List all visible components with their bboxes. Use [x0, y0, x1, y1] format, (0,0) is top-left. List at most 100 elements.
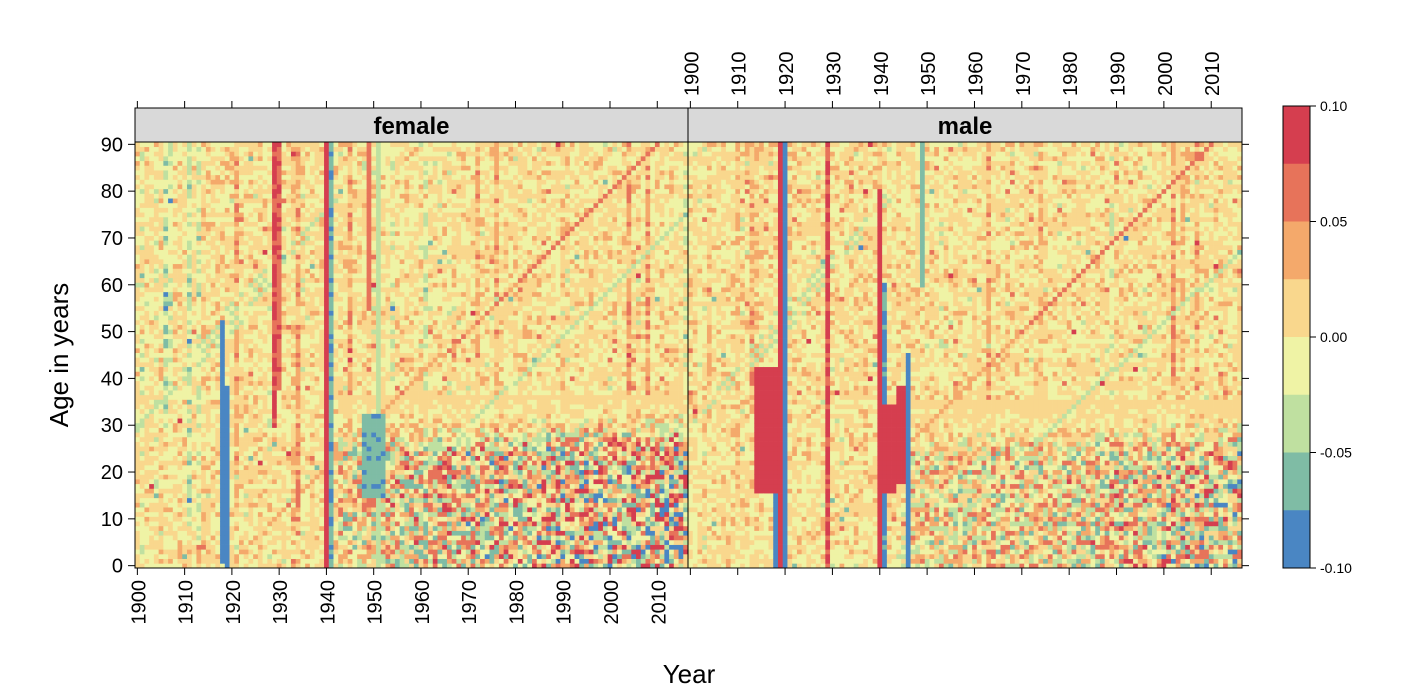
heat-cell — [267, 151, 273, 157]
heat-cell — [243, 563, 249, 569]
heat-cell — [276, 202, 282, 208]
heat-cell — [290, 553, 297, 559]
heat-cell — [281, 301, 287, 307]
heat-cell — [139, 170, 145, 176]
heat-cell — [267, 319, 273, 325]
heat-cell — [210, 329, 216, 335]
heat-cell — [205, 427, 211, 433]
heat-cell — [314, 301, 320, 307]
heat-cell — [305, 343, 311, 349]
heat-cell — [309, 315, 315, 321]
heat-cell — [272, 347, 278, 354]
heat-cell — [182, 296, 188, 302]
heat-cell — [253, 511, 259, 517]
heat-cell — [319, 460, 325, 466]
heat-cell — [319, 427, 325, 433]
heat-cell — [215, 549, 221, 555]
heat-cell — [357, 254, 363, 260]
heat-cell — [342, 230, 349, 236]
heat-cell — [135, 563, 141, 569]
heat-cell — [352, 244, 358, 251]
heat-cell — [328, 394, 334, 400]
heat-cell — [290, 399, 297, 405]
heat-cell — [357, 226, 363, 232]
heat-cell — [366, 563, 372, 569]
heat-cell — [276, 516, 282, 522]
heat-cell — [328, 305, 334, 311]
heat-cell — [366, 329, 372, 335]
heat-cell — [139, 488, 145, 494]
heat-cell — [168, 362, 174, 368]
heat-cell — [182, 558, 188, 564]
heat-cell — [319, 146, 325, 152]
heat-cell — [135, 216, 141, 222]
heat-cell — [168, 333, 174, 339]
heat-cell — [352, 207, 358, 213]
heat-cell — [253, 525, 259, 531]
heat-cell — [224, 343, 230, 349]
heat-cell — [342, 497, 349, 503]
heat-cell — [309, 427, 315, 433]
heat-cell — [205, 465, 211, 471]
heat-cell — [295, 296, 301, 302]
heat-cell — [305, 535, 311, 541]
heat-cell — [371, 184, 377, 190]
heat-cell — [182, 366, 188, 372]
heat-cell — [371, 390, 377, 396]
heat-cell — [224, 549, 230, 555]
heat-cell — [182, 511, 188, 517]
heat-cell — [328, 347, 334, 354]
heat-cell — [385, 310, 391, 316]
heat-cell — [267, 305, 273, 311]
heat-cell — [139, 216, 145, 222]
heat-cell — [267, 465, 273, 471]
heat-cell — [158, 273, 164, 279]
heat-cell — [210, 507, 216, 513]
heat-cell — [328, 329, 334, 335]
heat-cell — [300, 329, 306, 335]
heat-cell — [385, 254, 391, 260]
heat-cell — [385, 244, 391, 251]
heat-cell — [253, 263, 259, 269]
heat-cell — [357, 558, 363, 564]
heat-cell — [276, 221, 282, 227]
heat-cell — [257, 142, 263, 148]
heat-cell — [163, 553, 169, 559]
heat-cell — [361, 179, 367, 185]
heat-cell — [286, 202, 292, 208]
heat-cell — [347, 268, 353, 274]
heat-cell — [238, 347, 245, 354]
heat-cell — [376, 343, 382, 349]
heat-cell — [295, 413, 301, 419]
heat-cell — [390, 418, 396, 424]
heat-cell — [319, 497, 325, 503]
heat-cell — [168, 511, 174, 517]
heat-cell — [205, 376, 211, 382]
heat-cell — [153, 156, 159, 162]
heat-cell — [385, 146, 391, 152]
heat-cell — [276, 422, 282, 428]
heat-cell — [172, 385, 178, 391]
heat-cell — [253, 418, 259, 424]
heat-cell — [286, 329, 292, 335]
heat-cell — [309, 371, 315, 377]
heat-cell — [144, 207, 150, 213]
heat-cell — [272, 207, 278, 213]
heat-cell — [366, 347, 372, 354]
heat-cell — [149, 465, 155, 471]
heat-cell — [295, 516, 301, 522]
heat-cell — [172, 432, 178, 438]
heat-cell — [253, 488, 259, 494]
heat-cell — [390, 544, 396, 550]
heat-cell — [262, 404, 268, 410]
heat-cell — [238, 174, 245, 180]
heat-cell — [324, 146, 330, 152]
heat-cell — [376, 380, 382, 386]
heat-cell — [168, 352, 174, 358]
heat-cell — [361, 525, 367, 531]
heat-cell — [220, 558, 226, 564]
heat-cell — [139, 366, 145, 372]
heat-cell — [295, 357, 301, 363]
heat-cell — [191, 244, 197, 251]
heat-cell — [338, 170, 344, 176]
